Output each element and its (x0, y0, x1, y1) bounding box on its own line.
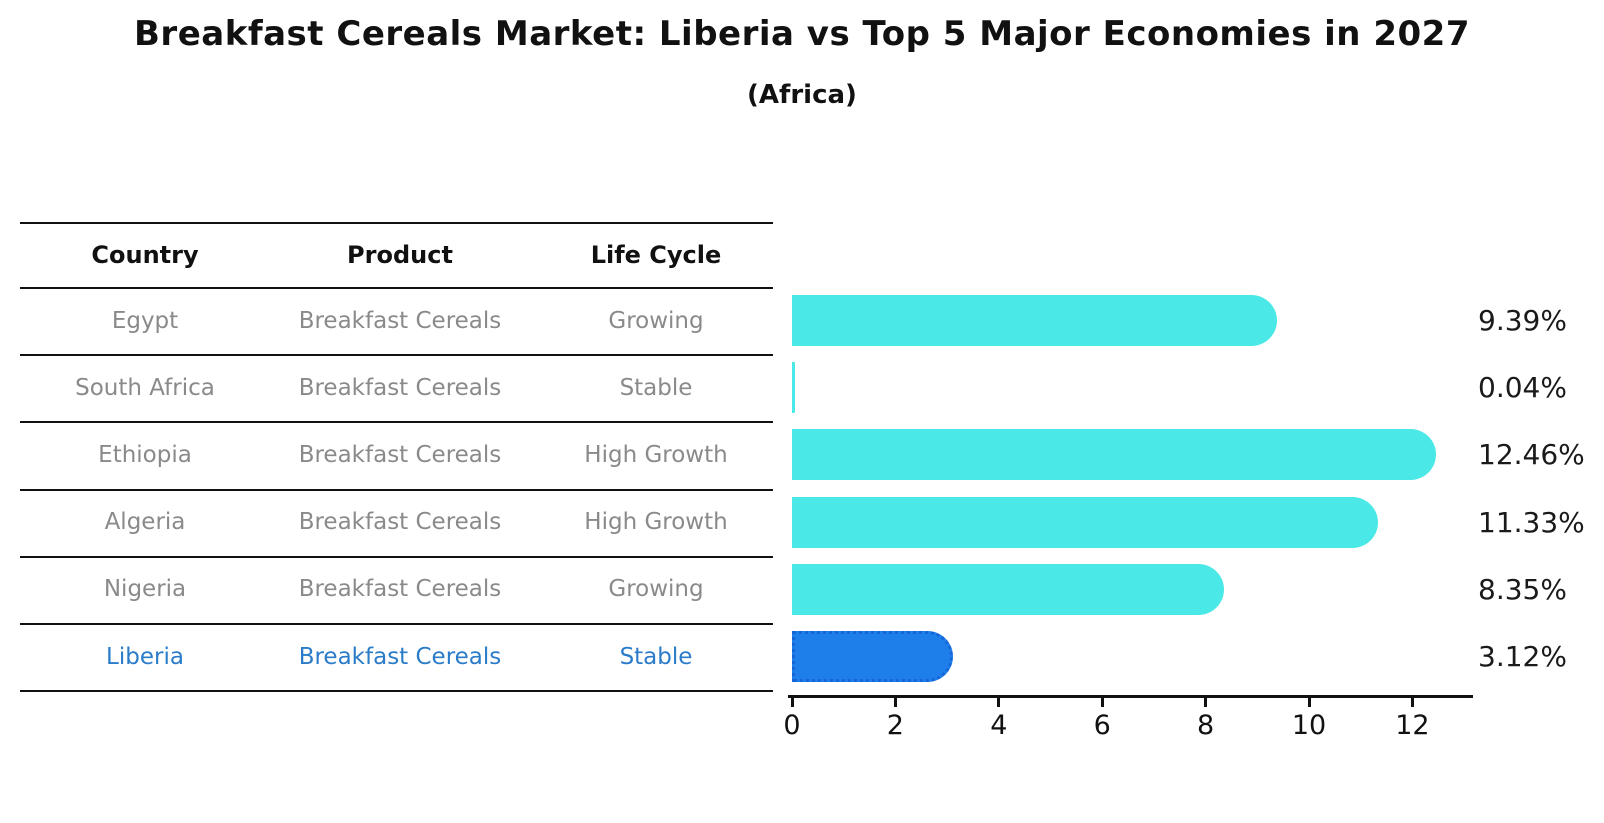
value-label-algeria: 11.33% (1478, 505, 1585, 539)
value-label-liberia: 3.12% (1478, 640, 1567, 674)
table-cell-product: Breakfast Cereals (298, 643, 502, 670)
column-header-country: Country (91, 240, 199, 269)
table-cell-country: Liberia (106, 643, 184, 670)
bar-south-africa (792, 362, 795, 414)
x-axis-tick-label: 10 (1291, 710, 1327, 741)
table-cell-product: Breakfast Cereals (298, 307, 502, 334)
table-row-line (20, 421, 773, 424)
x-axis-tick (997, 697, 1001, 707)
chart-title: Breakfast Cereals Market: Liberia vs Top… (134, 14, 1470, 54)
table-cell-country: Egypt (111, 307, 179, 334)
table-row-line (20, 287, 773, 289)
x-axis-tick (1410, 697, 1414, 707)
column-header-life-cycle: Life Cycle (590, 240, 722, 269)
x-axis-tick (1204, 697, 1208, 707)
value-label-south-africa: 0.04% (1478, 371, 1567, 405)
column-header-product: Product (347, 240, 453, 269)
bar-nigeria (792, 563, 1224, 615)
value-label-ethiopia: 12.46% (1478, 438, 1585, 472)
value-label-egypt: 9.39% (1478, 304, 1567, 338)
table-cell-product: Breakfast Cereals (298, 576, 502, 603)
table-cell-life_cycle: Growing (608, 307, 704, 334)
table-cell-country: Algeria (104, 509, 186, 536)
x-axis-tick-label: 0 (783, 710, 801, 741)
table-row-line (20, 623, 773, 625)
x-axis-tick-label: 2 (886, 710, 904, 741)
table-cell-life_cycle: Stable (619, 374, 693, 401)
table-cell-life_cycle: High Growth (584, 509, 728, 536)
highlight-bar-liberia (792, 631, 954, 682)
table-cell-country: South Africa (75, 374, 215, 401)
table-cell-product: Breakfast Cereals (298, 441, 502, 468)
x-axis-tick (1307, 697, 1311, 707)
table-cell-life_cycle: Stable (619, 643, 693, 670)
table-row-line (20, 555, 773, 558)
x-axis-tick-label: 8 (1197, 710, 1215, 741)
x-axis-tick (1100, 697, 1104, 707)
bar-algeria (792, 496, 1378, 548)
chart-subtitle: (Africa) (747, 80, 857, 110)
table-cell-country: Ethiopia (98, 441, 192, 468)
table-top-line (20, 222, 773, 224)
table-row-line (20, 488, 773, 491)
x-axis-tick-label: 6 (1093, 710, 1111, 741)
table-cell-life_cycle: High Growth (584, 441, 728, 468)
table-row-line (20, 354, 773, 357)
value-label-nigeria: 8.35% (1478, 572, 1567, 606)
x-axis-tick (790, 697, 794, 707)
table-cell-country: Nigeria (103, 576, 187, 603)
bar-egypt (792, 295, 1278, 346)
x-axis-tick-label: 4 (990, 710, 1008, 741)
x-axis-tick-label: 12 (1395, 710, 1430, 741)
table-cell-product: Breakfast Cereals (298, 374, 502, 401)
bar-ethiopia (792, 429, 1437, 481)
x-axis-tick (893, 697, 897, 707)
x-axis-line (788, 695, 1473, 698)
table-cell-product: Breakfast Cereals (298, 509, 502, 536)
table-cell-life_cycle: Growing (608, 576, 704, 603)
table-row-line (20, 690, 773, 693)
